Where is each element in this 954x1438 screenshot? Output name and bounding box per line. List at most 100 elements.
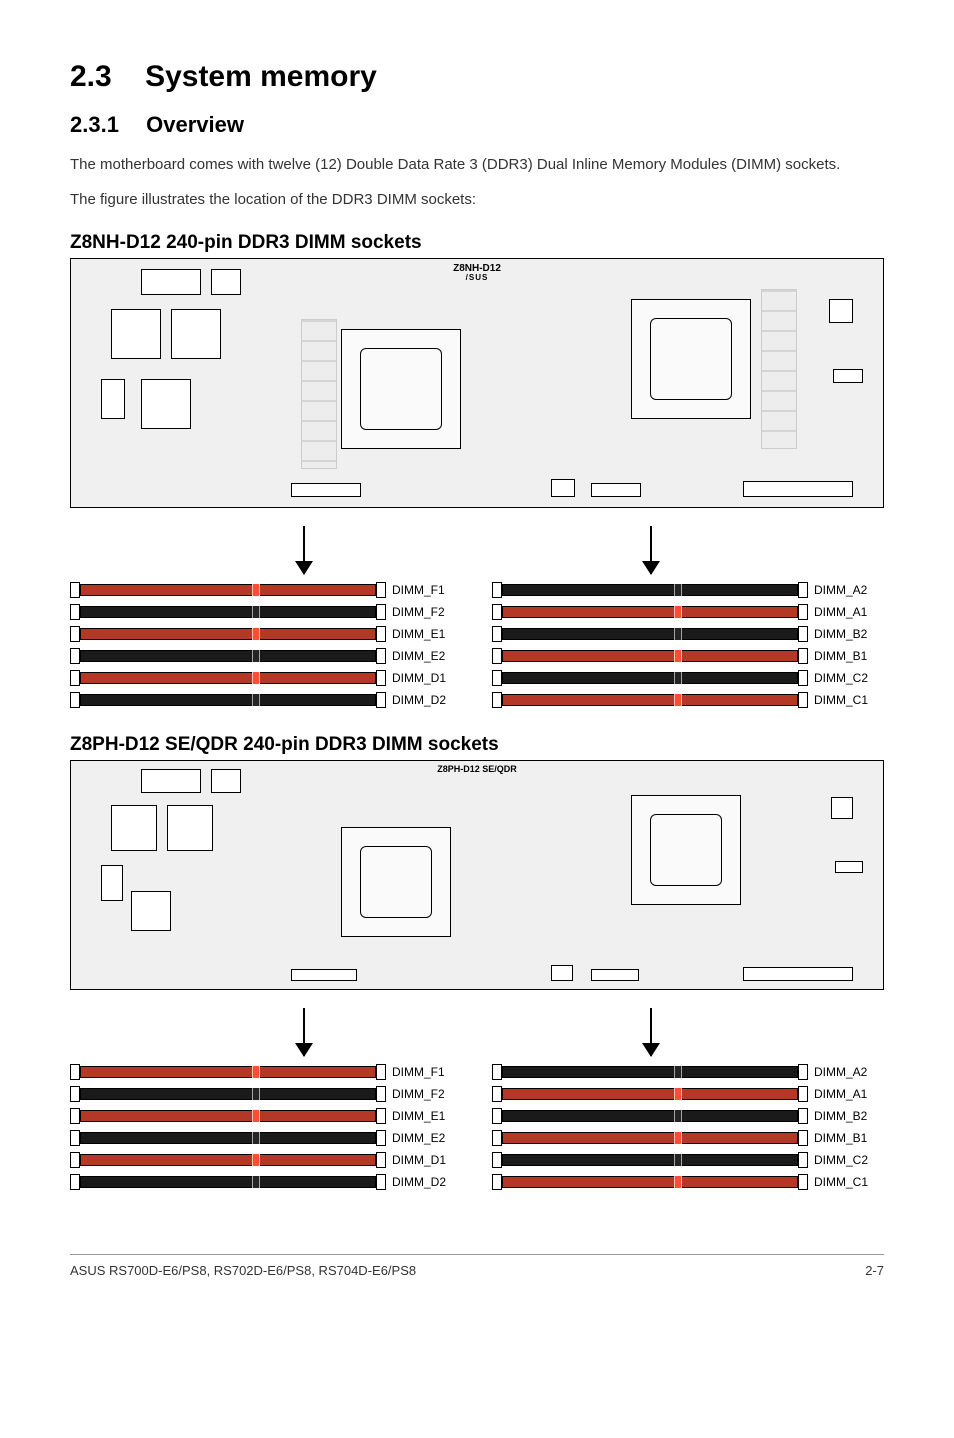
- dimm-slot: DIMM_E1: [70, 624, 462, 644]
- dimm-label: DIMM_B2: [814, 627, 884, 641]
- chip: [835, 861, 863, 873]
- connector: [551, 479, 575, 497]
- dimm-clip-icon: [492, 604, 502, 620]
- dimm-slot: DIMM_F1: [70, 1062, 462, 1082]
- dimm-label: DIMM_D1: [392, 671, 462, 685]
- io-block: [211, 769, 241, 793]
- dimm-clip-icon: [492, 1152, 502, 1168]
- dimm-bar: [502, 1154, 798, 1166]
- dimm-clip-icon: [376, 582, 386, 598]
- connector: [291, 969, 357, 981]
- dimm-clip-icon: [798, 1086, 808, 1102]
- diagram2-dimm-lists: DIMM_F1DIMM_F2DIMM_E1DIMM_E2DIMM_D1DIMM_…: [70, 1062, 884, 1194]
- cpu-socket-left: [341, 827, 451, 937]
- dimm-label: DIMM_B1: [814, 1131, 884, 1145]
- dimm-bar: [502, 584, 798, 596]
- dimm-slot: DIMM_C2: [492, 668, 884, 688]
- dimm-slot: DIMM_E1: [70, 1106, 462, 1126]
- dimm-clip-icon: [492, 670, 502, 686]
- dimm-label: DIMM_C2: [814, 1153, 884, 1167]
- overview-paragraph-1: The motherboard comes with twelve (12) D…: [70, 154, 884, 175]
- chip: [171, 309, 221, 359]
- dimm-slot: DIMM_D2: [70, 690, 462, 710]
- dimm-label: DIMM_E1: [392, 1109, 462, 1123]
- subsection-title-text: Overview: [146, 112, 244, 137]
- chip: [131, 891, 171, 931]
- dimm-slot: DIMM_D1: [70, 668, 462, 688]
- dimm-slot: DIMM_E2: [70, 646, 462, 666]
- dimm-clip-icon: [70, 1174, 80, 1190]
- dimm-bar: [80, 1088, 376, 1100]
- dimm-slot: DIMM_A1: [492, 602, 884, 622]
- diagram1-dimm-lists: DIMM_F1 DIMM_F2 DIMM_E1 DIMM_E2 DIMM_D1 DIMM_…: [70, 580, 884, 712]
- dimm-clip-icon: [70, 692, 80, 708]
- dimm-bar: [502, 694, 798, 706]
- io-block: [141, 269, 201, 295]
- arrow-down-icon: [650, 526, 652, 574]
- diagram1-right-column: DIMM_A2DIMM_A1DIMM_B2DIMM_B1DIMM_C2DIMM_…: [492, 580, 884, 712]
- dimm-bar: [80, 584, 376, 596]
- dimm-bar: [80, 672, 376, 684]
- dimm-clip-icon: [70, 626, 80, 642]
- chip: [111, 805, 157, 851]
- dimm-bar: [80, 1132, 376, 1144]
- dimm-clip-icon: [376, 626, 386, 642]
- chip: [833, 369, 863, 383]
- connector: [591, 483, 641, 497]
- arrow-down-icon: [650, 1008, 652, 1056]
- arrow-down-icon: [303, 526, 305, 574]
- dimm-slot: DIMM_E2: [70, 1128, 462, 1148]
- chip: [167, 805, 213, 851]
- chip: [101, 865, 123, 901]
- connector: [551, 965, 573, 981]
- diagram2-right-column: DIMM_A2DIMM_A1DIMM_B2DIMM_B1DIMM_C2DIMM_…: [492, 1062, 884, 1194]
- dimm-clip-icon: [376, 604, 386, 620]
- dimm-slot: DIMM_C1: [492, 1172, 884, 1192]
- connector: [743, 967, 853, 981]
- dimm-clip-icon: [70, 1086, 80, 1102]
- dimm-clip-icon: [798, 670, 808, 686]
- dimm-clip-icon: [376, 1130, 386, 1146]
- dimm-clip-icon: [492, 692, 502, 708]
- dimm-clip-icon: [492, 582, 502, 598]
- diagram1-title: Z8NH-D12 240-pin DDR3 DIMM sockets: [70, 232, 884, 254]
- diagram1-board: Z8NH-D12 /SUS: [70, 258, 884, 508]
- dimm-bar: [502, 1088, 798, 1100]
- dimm-label: DIMM_E2: [392, 649, 462, 663]
- dimm-clip-icon: [376, 1174, 386, 1190]
- dimm-bar: [80, 628, 376, 640]
- dimm-clip-icon: [798, 1108, 808, 1124]
- dimm-clip-icon: [376, 670, 386, 686]
- dimm-clip-icon: [70, 1130, 80, 1146]
- dimm-clip-icon: [492, 1108, 502, 1124]
- section-title-text: System memory: [145, 60, 377, 93]
- dimm-clip-icon: [70, 604, 80, 620]
- dimm-bar: [502, 1110, 798, 1122]
- dimm-bar: [502, 672, 798, 684]
- dimm-label: DIMM_F2: [392, 605, 462, 619]
- diagram1-board-label: Z8NH-D12 /SUS: [453, 263, 501, 283]
- dimm-bar: [80, 1110, 376, 1122]
- dimm-clip-icon: [798, 648, 808, 664]
- dimm-bar: [502, 1176, 798, 1188]
- section-number: 2.3: [70, 60, 112, 93]
- chip: [831, 797, 853, 819]
- dimm-label: DIMM_F1: [392, 583, 462, 597]
- dimm-clip-icon: [492, 1174, 502, 1190]
- diagram1-arrows: [70, 514, 884, 574]
- dimm-clip-icon: [70, 582, 80, 598]
- dimm-bar: [502, 606, 798, 618]
- dimm-label: DIMM_A1: [814, 605, 884, 619]
- dimm-clip-icon: [492, 648, 502, 664]
- dimm-label: DIMM_E2: [392, 1131, 462, 1145]
- dimm-label: DIMM_F2: [392, 1087, 462, 1101]
- dimm-clip-icon: [70, 1152, 80, 1168]
- connector: [591, 969, 639, 981]
- dimm-label: DIMM_E1: [392, 627, 462, 641]
- dimm-clip-icon: [798, 692, 808, 708]
- page-footer: ASUS RS700D-E6/PS8, RS702D-E6/PS8, RS704…: [70, 1254, 884, 1278]
- diagram1-left-column: DIMM_F1 DIMM_F2 DIMM_E1 DIMM_E2 DIMM_D1 DIMM_…: [70, 580, 462, 712]
- dimm-label: DIMM_C2: [814, 671, 884, 685]
- dimm-bar: [502, 628, 798, 640]
- dimm-label: DIMM_F1: [392, 1065, 462, 1079]
